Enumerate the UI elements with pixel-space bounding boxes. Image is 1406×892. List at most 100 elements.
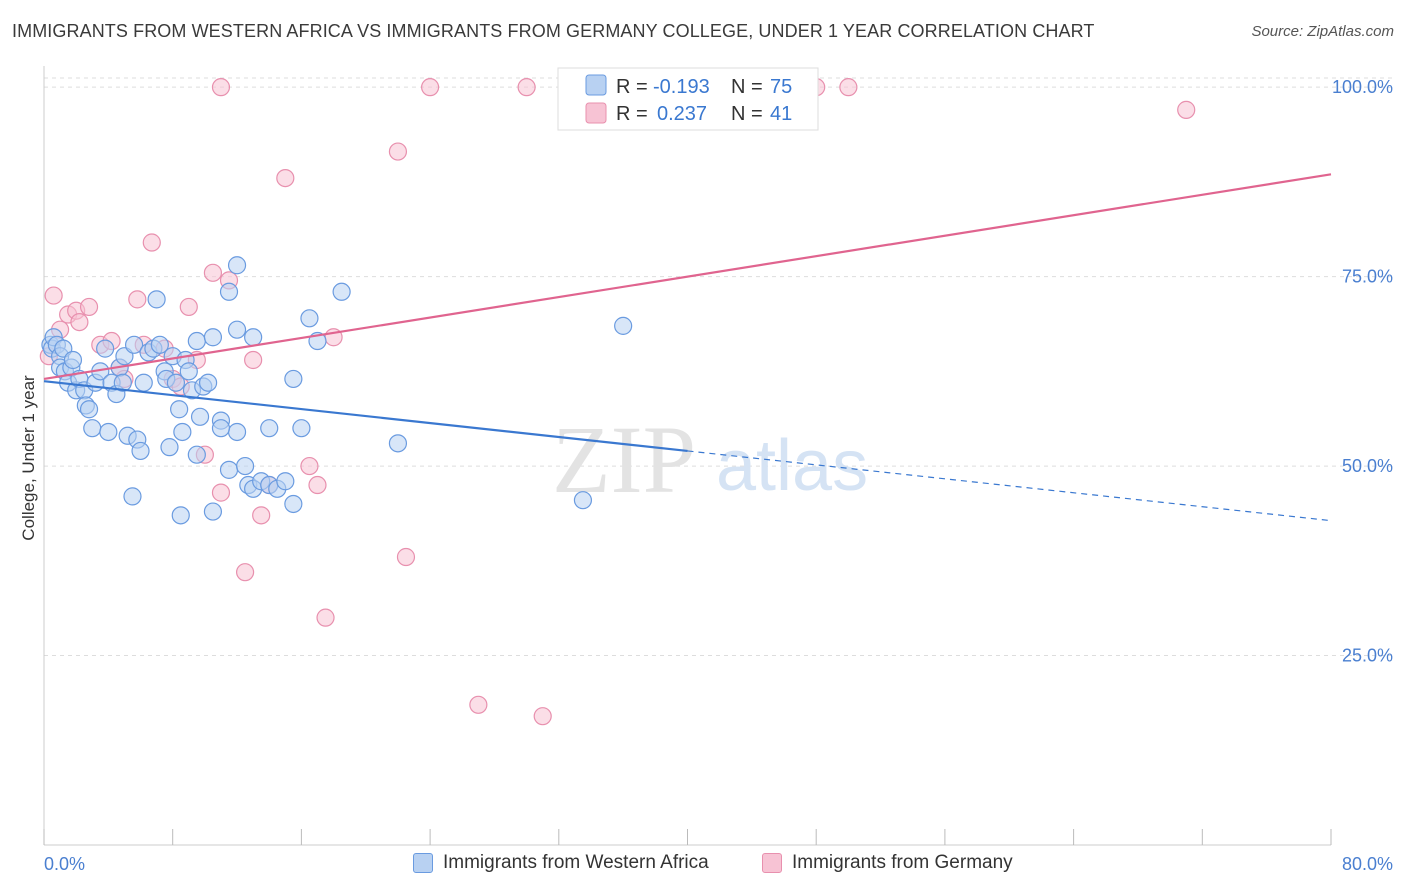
point-western-africa [203, 328, 223, 347]
point-germany [252, 506, 271, 525]
y-tick-label: 75.0% [1342, 267, 1393, 287]
legend-item-germany[interactable]: Immigrants from Germany [762, 852, 1013, 874]
legend-swatch-pink [762, 853, 782, 873]
point-western-africa [198, 373, 218, 392]
y-axis-title: College, Under 1 year [19, 375, 38, 541]
legend-label-germany: Immigrants from Germany [792, 852, 1013, 873]
stats-legend: R = -0.193 N = 75 R = 0.237 N = 41 [557, 67, 819, 131]
point-germany [203, 263, 223, 282]
point-western-africa [614, 316, 633, 335]
y-tick-label: 25.0% [1342, 646, 1393, 666]
point-western-africa [171, 506, 190, 525]
trend-line-western-africa-extension [687, 450, 1332, 522]
point-western-africa [131, 441, 150, 461]
stats-blue-r-label: R = [616, 76, 648, 98]
stats-blue-r-value: -0.193 [653, 76, 710, 98]
stats-blue-n-value: 75 [770, 76, 792, 98]
point-germany [533, 707, 552, 726]
legend-item-western-africa[interactable]: Immigrants from Western Africa [413, 852, 709, 874]
stats-pink-r-label: R = [616, 103, 648, 125]
point-western-africa [147, 290, 166, 309]
point-western-africa [160, 438, 179, 457]
point-germany [44, 286, 63, 305]
legend-label-western-africa: Immigrants from Western Africa [443, 852, 709, 873]
point-western-africa [284, 494, 303, 514]
point-western-africa [227, 256, 247, 275]
series-germany-points [39, 78, 1196, 726]
point-western-africa [573, 491, 593, 510]
watermark-atlas: atlas [716, 426, 868, 506]
series-western-africa-points [41, 256, 633, 525]
point-western-africa [113, 373, 132, 392]
point-western-africa [244, 328, 263, 347]
point-western-africa [96, 339, 115, 358]
stats-blue-n-label: N = [731, 76, 763, 98]
point-germany [469, 695, 488, 714]
point-western-africa [134, 373, 153, 392]
point-germany [211, 483, 231, 502]
point-western-africa [170, 400, 189, 419]
x-tick-label: 0.0% [44, 854, 85, 874]
point-western-africa [150, 335, 169, 354]
point-western-africa [227, 422, 247, 442]
point-western-africa [123, 487, 142, 506]
point-western-africa [203, 502, 223, 521]
point-western-africa [190, 407, 210, 426]
point-western-africa [79, 400, 99, 419]
point-western-africa [219, 282, 239, 301]
point-germany [235, 563, 255, 582]
trend-line-germany [43, 173, 1332, 381]
point-western-africa [124, 335, 144, 354]
trend-line-western-africa [43, 380, 688, 453]
tick-labels: 25.0% 50.0% 75.0% 100.0% 0.0% 80.0% [44, 77, 1393, 874]
point-western-africa [99, 422, 118, 442]
stats-pink-n-value: 41 [770, 103, 792, 125]
point-germany [276, 168, 295, 188]
point-germany [396, 547, 416, 567]
point-germany [308, 475, 327, 495]
point-germany [128, 290, 147, 309]
point-western-africa [388, 434, 408, 453]
point-western-africa [63, 350, 83, 370]
bottom-legend: Immigrants from Western Africa Immigrant… [0, 852, 1406, 878]
point-germany [316, 608, 335, 627]
point-western-africa [300, 309, 319, 328]
point-western-africa [219, 460, 239, 479]
point-western-africa [276, 472, 295, 491]
y-tick-label: 100.0% [1332, 77, 1393, 97]
stats-blue-swatch [585, 74, 607, 96]
y-tick-label: 50.0% [1342, 456, 1393, 476]
point-germany [421, 78, 440, 97]
trend-lines [43, 173, 1332, 522]
point-western-africa [179, 362, 198, 381]
point-western-africa [211, 419, 231, 438]
point-germany [388, 142, 408, 161]
point-western-africa [332, 282, 351, 301]
point-germany [179, 297, 198, 317]
stats-pink-n-label: N = [731, 103, 763, 125]
point-germany [517, 78, 536, 97]
point-western-africa [187, 331, 206, 351]
point-western-africa [166, 373, 186, 392]
point-western-africa [227, 320, 247, 339]
chart-title: IMMIGRANTS FROM WESTERN AFRICA VS IMMIGR… [12, 21, 1095, 41]
point-western-africa [235, 456, 255, 476]
point-germany [839, 78, 858, 97]
point-western-africa [83, 419, 102, 438]
x-tick-label: 80.0% [1342, 854, 1393, 874]
point-germany [244, 350, 263, 370]
stats-pink-r-value: 0.237 [657, 103, 707, 125]
point-western-africa [292, 419, 311, 438]
watermark-zip: ZIP [552, 406, 696, 513]
source-label: Source: ZipAtlas.com [1251, 23, 1394, 40]
point-germany [142, 233, 161, 252]
stats-pink-swatch [585, 102, 607, 124]
point-western-africa [284, 369, 303, 389]
point-germany [1177, 100, 1196, 119]
point-germany [300, 456, 319, 476]
legend-swatch-blue [413, 853, 433, 873]
point-western-africa [260, 419, 279, 438]
axes [43, 66, 1332, 846]
point-germany [79, 297, 99, 317]
